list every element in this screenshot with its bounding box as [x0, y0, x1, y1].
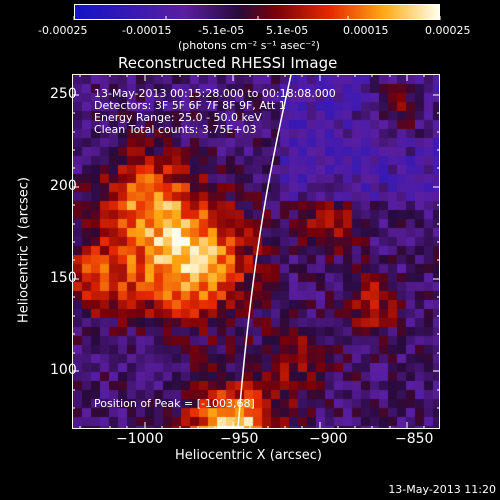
detectors-text: Detectors: 3F 5F 6F 7F 8F 9F, Att 1: [94, 99, 286, 112]
x-tick-label: −950: [220, 431, 259, 447]
annotation-block: 13-May-2013 00:15:28.000 to 00:18:08.000…: [94, 88, 336, 136]
x-tick-label: −850: [395, 431, 434, 447]
colorbar-units: (photons cm⁻² s⁻¹ asec⁻²): [178, 39, 320, 52]
colorbar-tick-label: -5.1e-05: [198, 24, 245, 37]
x-tick-label: −900: [309, 431, 348, 447]
time-range-text: 13-May-2013 00:15:28.000 to 00:18:08.000: [94, 87, 336, 100]
timestamp: 13-May-2013 11:20: [388, 483, 496, 496]
colorbar-tick-label: -0.00015: [122, 24, 172, 37]
x-axis-label: Heliocentric X (arcsec): [175, 448, 322, 463]
colorbar-tick-label: 5.1e-05: [266, 24, 309, 37]
limb-line: [237, 75, 292, 428]
peak-position-text: Position of Peak = [-1003,68]: [94, 397, 255, 410]
colorbar-tick-label: -0.00025: [38, 24, 88, 37]
colorbar-tick-label: 0.00025: [425, 24, 471, 37]
plot-area: [72, 74, 440, 429]
colorbar-tick-label: 0.00015: [343, 24, 389, 37]
x-tick-label: −1000: [116, 431, 164, 447]
heatmap-image: [73, 75, 439, 428]
energy-range-text: Energy Range: 25.0 - 50.0 keV: [94, 111, 262, 124]
clean-counts-text: Clean Total counts: 3.75E+03: [94, 123, 257, 136]
plot-title: Reconstructed RHESSI Image: [118, 54, 338, 72]
